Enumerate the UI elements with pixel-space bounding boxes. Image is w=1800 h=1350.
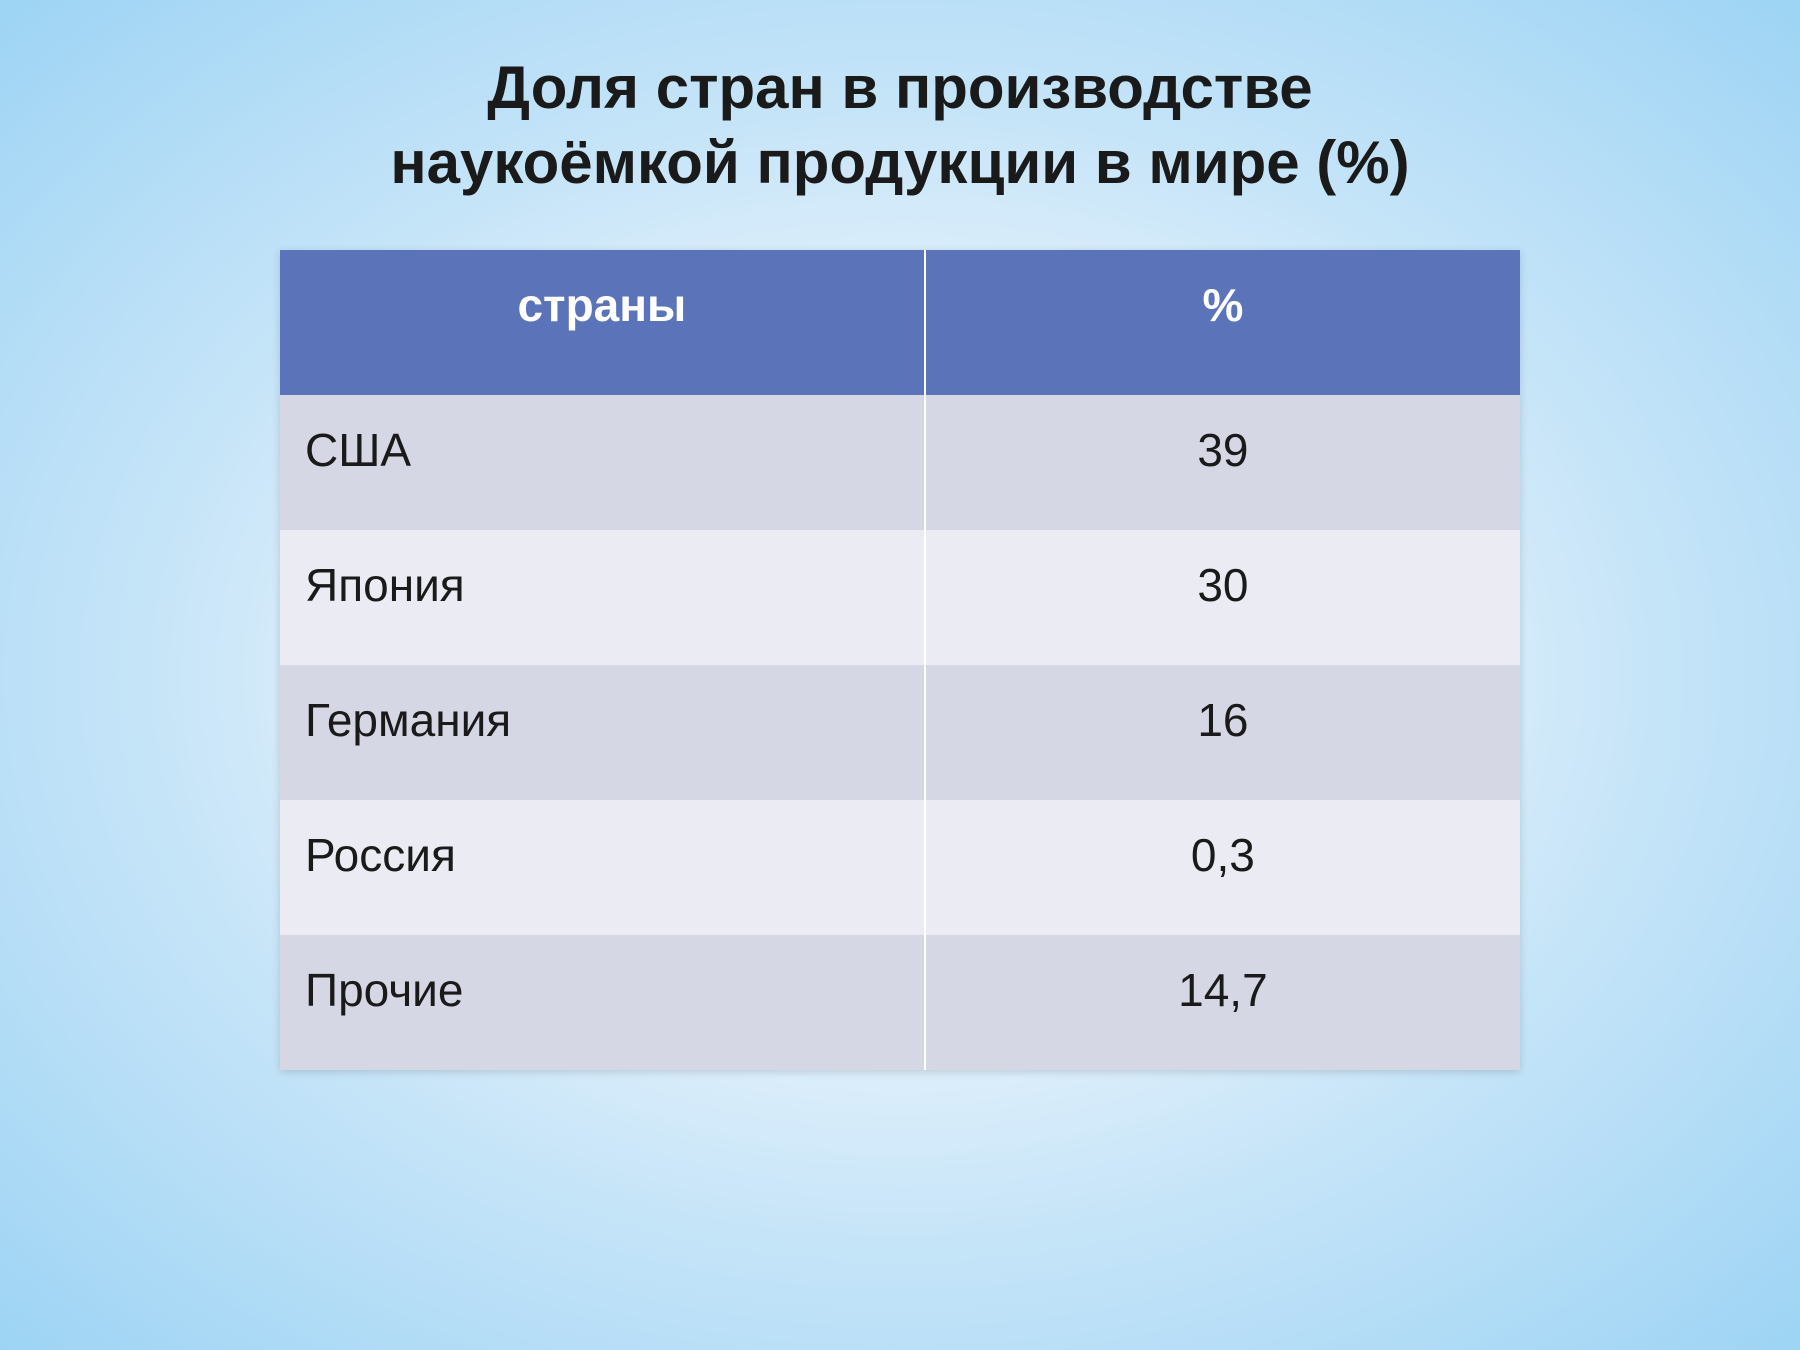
cell-percent: 16: [925, 665, 1520, 800]
table-row: Прочие 14,7: [280, 935, 1520, 1070]
cell-percent: 14,7: [925, 935, 1520, 1070]
cell-country: Германия: [280, 665, 925, 800]
cell-percent: 0,3: [925, 800, 1520, 935]
table-container: страны % США 39 Япония 30 Германия 16 Ро…: [280, 250, 1520, 1070]
table-row: Япония 30: [280, 530, 1520, 665]
header-percent: %: [925, 250, 1520, 395]
cell-percent: 39: [925, 395, 1520, 530]
cell-country: США: [280, 395, 925, 530]
title-line-2: наукоёмкой продукции в мире (%): [390, 129, 1409, 196]
cell-country: Россия: [280, 800, 925, 935]
table-row: США 39: [280, 395, 1520, 530]
table-header-row: страны %: [280, 250, 1520, 395]
cell-percent: 30: [925, 530, 1520, 665]
slide-title: Доля стран в производстве наукоёмкой про…: [390, 50, 1409, 200]
cell-country: Прочие: [280, 935, 925, 1070]
cell-country: Япония: [280, 530, 925, 665]
title-line-1: Доля стран в производстве: [487, 54, 1312, 121]
header-country: страны: [280, 250, 925, 395]
data-table: страны % США 39 Япония 30 Германия 16 Ро…: [280, 250, 1520, 1070]
table-row: Германия 16: [280, 665, 1520, 800]
table-row: Россия 0,3: [280, 800, 1520, 935]
